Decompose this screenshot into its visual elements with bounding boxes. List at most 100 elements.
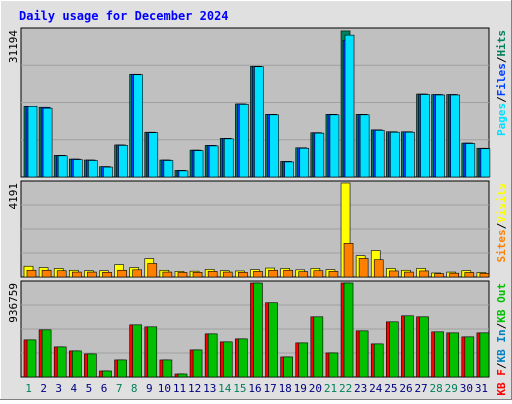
bar-middle-sites-day-26 xyxy=(404,271,414,278)
bar-middle-sites-day-10 xyxy=(162,271,173,278)
bar-middle-sites-day-19 xyxy=(298,271,309,278)
legend-entry-bottom-4: KB Out xyxy=(495,283,508,323)
x-tick-label-day-15: 15 xyxy=(233,382,246,395)
max-value-label-middle: 4191 xyxy=(7,183,20,210)
bar-middle-sites-day-16 xyxy=(253,271,263,278)
bar-bottom-kb-out-day-20 xyxy=(313,316,324,378)
legend-entry-middle-0: Sites xyxy=(495,229,508,262)
bar-middle-sites-day-11 xyxy=(177,272,188,278)
legend-middle: Sites/Visits xyxy=(495,183,508,263)
x-tick-label-day-2: 2 xyxy=(40,382,47,395)
bar-bottom-kb-out-day-23 xyxy=(358,330,369,378)
bar-middle-sites-day-5 xyxy=(87,271,97,278)
bar-middle-sites-day-3 xyxy=(56,270,67,278)
x-tick-label-day-21: 21 xyxy=(324,382,337,395)
max-value-label-bottom: 936759 xyxy=(7,283,20,323)
bar-top-pages-day-21 xyxy=(329,114,340,178)
x-tick-label-day-31: 31 xyxy=(475,382,488,395)
bar-middle-sites-day-31 xyxy=(479,273,490,278)
bar-top-pages-day-12 xyxy=(193,150,204,178)
x-tick-label-day-12: 12 xyxy=(188,382,201,395)
bar-top-pages-day-17 xyxy=(269,114,279,178)
bar-top-pages-day-23 xyxy=(359,114,370,178)
bar-bottom-kb-out-day-5 xyxy=(87,353,97,378)
bar-top-pages-day-24 xyxy=(374,130,385,178)
x-tick-label-day-18: 18 xyxy=(279,382,292,395)
legend-bottom: KB F/KB In/KB Out xyxy=(495,283,508,396)
legend-entry-bottom-0: KB F xyxy=(495,369,508,396)
bar-bottom-kb-out-day-1 xyxy=(26,339,37,378)
x-tick-label-day-22: 22 xyxy=(339,382,352,395)
x-tick-label-day-19: 19 xyxy=(294,382,307,395)
x-tick-label-day-1: 1 xyxy=(25,382,32,395)
bar-middle-sites-day-1 xyxy=(26,269,37,278)
bar-top-pages-day-31 xyxy=(480,148,491,178)
bar-bottom-kb-out-day-13 xyxy=(207,333,218,378)
bar-middle-sites-day-8 xyxy=(132,269,142,278)
bar-top-pages-day-1 xyxy=(27,106,38,178)
bar-top-pages-day-13 xyxy=(208,145,219,178)
bar-middle-sites-day-30 xyxy=(464,272,475,278)
bar-bottom-kb-out-day-8 xyxy=(132,324,142,378)
bar-top-pages-day-2 xyxy=(42,107,53,178)
bar-top-pages-day-27 xyxy=(420,94,430,178)
bar-bottom-kb-out-day-4 xyxy=(71,350,82,378)
legend-entry-bottom-2: KB In xyxy=(495,329,508,362)
bar-top-pages-day-3 xyxy=(57,155,68,178)
bar-bottom-kb-out-day-28 xyxy=(434,331,444,378)
bar-bottom-kb-out-day-19 xyxy=(298,342,309,378)
x-tick-label-day-26: 26 xyxy=(399,382,412,395)
bar-bottom-kb-out-day-9 xyxy=(147,326,158,378)
bar-bottom-kb-out-day-2 xyxy=(41,329,52,378)
bar-middle-sites-day-24 xyxy=(373,259,384,278)
x-tick-label-day-6: 6 xyxy=(101,382,108,395)
bar-middle-sites-day-21 xyxy=(328,271,339,278)
bar-middle-sites-day-14 xyxy=(222,271,233,278)
bar-top-pages-day-22 xyxy=(344,34,355,178)
bar-bottom-kb-out-day-25 xyxy=(389,321,399,378)
legend-entry-top-3: / xyxy=(495,56,508,63)
bar-bottom-kb-out-day-22 xyxy=(343,282,354,378)
legend-entry-top-1: / xyxy=(495,96,508,103)
bar-middle-sites-day-20 xyxy=(313,270,324,278)
x-tick-label-day-29: 29 xyxy=(445,382,458,395)
x-tick-label-day-20: 20 xyxy=(309,382,322,395)
bar-top-pages-day-29 xyxy=(450,94,461,178)
x-tick-label-day-23: 23 xyxy=(354,382,367,395)
bar-middle-sites-day-29 xyxy=(449,272,460,278)
bar-middle-sites-day-4 xyxy=(71,271,82,278)
chart-title: Daily usage for December 2024 xyxy=(19,9,229,23)
bar-middle-sites-day-15 xyxy=(238,271,248,278)
legend-entry-bottom-1: / xyxy=(495,362,508,369)
x-tick-label-day-17: 17 xyxy=(263,382,276,395)
legend-entry-bottom-3: / xyxy=(495,322,508,329)
bar-bottom-kb-out-day-10 xyxy=(162,359,173,378)
bar-top-pages-day-8 xyxy=(133,74,143,178)
bar-top-pages-day-5 xyxy=(88,160,98,178)
bar-bottom-kb-out-day-7 xyxy=(117,359,127,378)
x-tick-label-day-5: 5 xyxy=(86,382,93,395)
bar-bottom-kb-out-day-21 xyxy=(328,352,339,378)
bar-middle-sites-day-9 xyxy=(147,263,158,278)
bar-middle-sites-day-25 xyxy=(389,270,399,278)
bar-top-pages-day-6 xyxy=(103,166,113,178)
bar-top-pages-day-4 xyxy=(72,159,83,178)
bar-bottom-kb-out-day-15 xyxy=(238,338,248,378)
x-tick-label-day-30: 30 xyxy=(460,382,473,395)
bar-middle-sites-day-13 xyxy=(207,271,218,278)
legend-entry-top-0: Pages xyxy=(495,103,508,136)
bar-bottom-kb-out-day-29 xyxy=(449,332,460,378)
bar-middle-sites-day-27 xyxy=(419,270,429,278)
x-tick-label-day-24: 24 xyxy=(369,382,383,395)
bar-top-pages-day-25 xyxy=(390,131,400,178)
bar-bottom-kb-out-day-3 xyxy=(56,346,67,378)
x-tick-label-day-25: 25 xyxy=(384,382,397,395)
legend-entry-middle-1: / xyxy=(495,222,508,229)
bar-bottom-kb-out-day-14 xyxy=(222,341,233,378)
legend-entry-top-2: Files xyxy=(495,63,508,96)
bar-top-pages-day-26 xyxy=(405,131,415,178)
bar-top-pages-day-30 xyxy=(465,143,476,178)
